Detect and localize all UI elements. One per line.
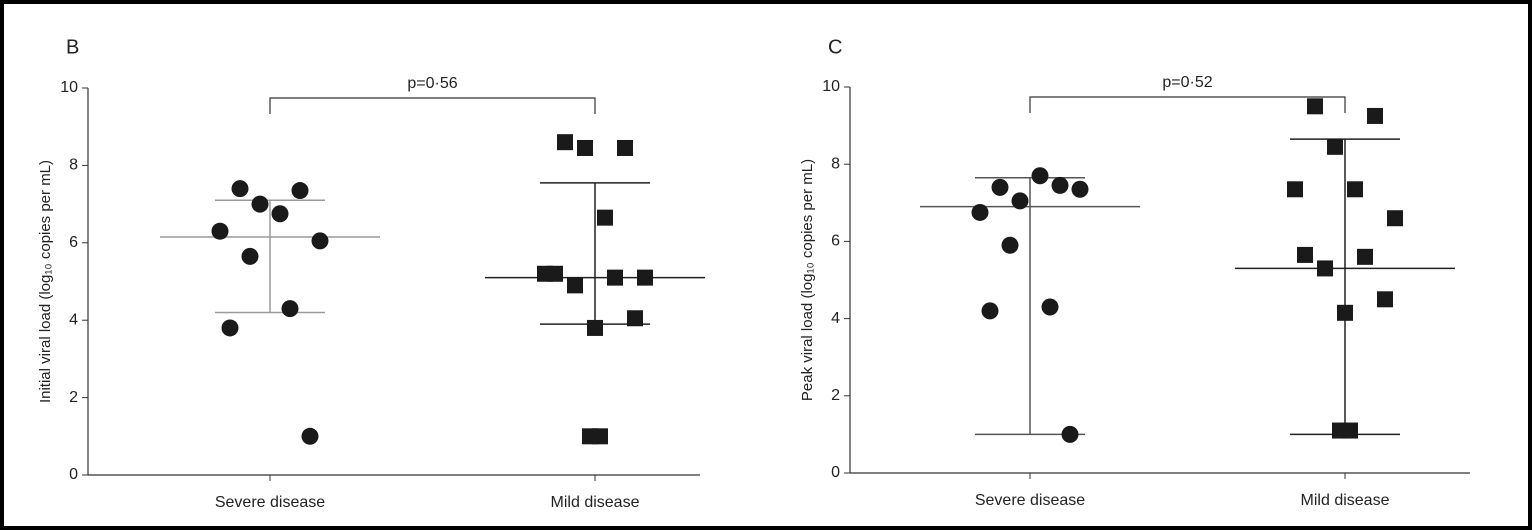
- data-point: [547, 265, 563, 282]
- data-point: [1337, 304, 1353, 321]
- data-point: [1287, 181, 1303, 198]
- data-point: [1347, 181, 1363, 198]
- y-tick-label: 0: [831, 464, 840, 481]
- data-point: [311, 232, 329, 250]
- data-point: [1387, 210, 1403, 227]
- data-point: [627, 310, 643, 327]
- data-point: [1011, 192, 1029, 210]
- data-point: [241, 247, 259, 265]
- panel-label: C: [828, 36, 842, 58]
- data-point: [221, 319, 239, 337]
- data-point: [291, 182, 309, 200]
- data-point: [1051, 176, 1069, 194]
- data-point: [597, 209, 613, 226]
- data-point: [592, 428, 608, 445]
- x-tick-label: Mild disease: [1301, 492, 1390, 509]
- y-tick-label: 2: [831, 387, 840, 404]
- y-axis-title: Peak viral load (log₁₀ copies per mL): [799, 159, 816, 401]
- y-tick-label: 4: [831, 310, 840, 327]
- data-point: [1357, 248, 1373, 265]
- y-tick-label: 10: [822, 78, 840, 95]
- data-point: [1297, 246, 1313, 263]
- data-point: [1071, 180, 1089, 198]
- y-tick-label: 8: [69, 157, 78, 174]
- data-point: [981, 302, 999, 320]
- y-tick-label: 2: [69, 389, 78, 406]
- data-point: [567, 277, 583, 294]
- data-point: [1317, 260, 1333, 277]
- y-tick-label: 6: [69, 234, 78, 251]
- y-tick-label: 6: [831, 233, 840, 250]
- data-point: [991, 178, 1009, 196]
- data-point: [301, 427, 319, 445]
- x-tick-label: Severe disease: [975, 492, 1085, 509]
- y-tick-label: 8: [831, 155, 840, 172]
- data-point: [1307, 98, 1323, 115]
- data-point: [271, 205, 289, 223]
- data-point: [251, 195, 269, 213]
- data-point: [231, 180, 249, 198]
- significance-bracket: [1029, 96, 1346, 113]
- data-point: [1031, 167, 1049, 185]
- data-point: [1001, 236, 1019, 254]
- data-point: [1061, 425, 1079, 443]
- data-point: [607, 269, 623, 286]
- data-point: [617, 139, 633, 156]
- data-point: [1041, 298, 1059, 316]
- data-point: [1342, 422, 1358, 439]
- x-tick-label: Mild disease: [551, 494, 640, 511]
- p-value-annotation: p=0·56: [407, 75, 457, 92]
- data-point: [577, 139, 593, 156]
- data-point: [637, 269, 653, 286]
- significance-bracket: [269, 97, 596, 114]
- x-tick-label: Severe disease: [215, 494, 325, 511]
- panel-label: B: [66, 36, 79, 58]
- data-point: [1367, 107, 1383, 124]
- data-point: [971, 203, 989, 221]
- p-value-annotation: p=0·52: [1162, 74, 1212, 91]
- data-point: [1377, 291, 1393, 308]
- y-tick-label: 4: [69, 311, 78, 328]
- data-point: [1327, 138, 1343, 155]
- data-point: [211, 222, 229, 240]
- y-axis-title: Initial viral load (log₁₀ copies per mL): [37, 160, 54, 403]
- y-tick-label: 0: [69, 466, 78, 483]
- data-point: [557, 134, 573, 151]
- y-tick-label: 10: [60, 79, 78, 96]
- data-point: [587, 319, 603, 336]
- data-point: [281, 300, 299, 318]
